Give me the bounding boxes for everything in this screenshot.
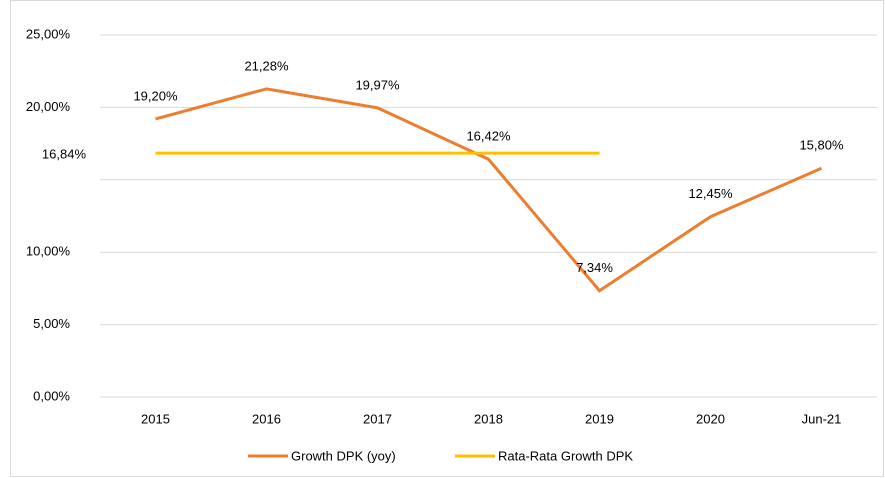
legend-label: Rata-Rata Growth DPK: [498, 448, 633, 463]
data-label: 7,34%: [576, 260, 613, 275]
chart: 0,00% 5,00% 10,00% 20,00% 25,00% 2015 2016 2017…: [0, 0, 885, 478]
y-tick-label: 20,00%: [26, 99, 71, 114]
data-label: 16,42%: [466, 129, 511, 144]
x-tick-label: Jun-21: [802, 411, 842, 426]
y-tick-label: 0,00%: [33, 388, 70, 403]
data-label: 19,20%: [133, 88, 178, 103]
x-tick-label: 2019: [585, 411, 614, 426]
data-label: 16,84%: [42, 147, 87, 162]
legend-label: Growth DPK (yoy): [291, 448, 396, 463]
x-tick-label: 2018: [474, 411, 503, 426]
data-label: 15,80%: [799, 138, 844, 153]
data-label: 12,45%: [688, 186, 733, 201]
y-tick-label: 5,00%: [33, 316, 70, 331]
y-tick-label: 10,00%: [26, 244, 71, 259]
x-tick-label: 2020: [696, 411, 725, 426]
y-tick-label: 25,00%: [26, 26, 71, 41]
x-tick-label: 2017: [363, 411, 392, 426]
x-tick-label: 2015: [141, 411, 170, 426]
data-label: 19,97%: [355, 77, 400, 92]
chart-frame: [11, 1, 884, 477]
x-tick-label: 2016: [252, 411, 281, 426]
data-label: 21,28%: [244, 58, 289, 73]
